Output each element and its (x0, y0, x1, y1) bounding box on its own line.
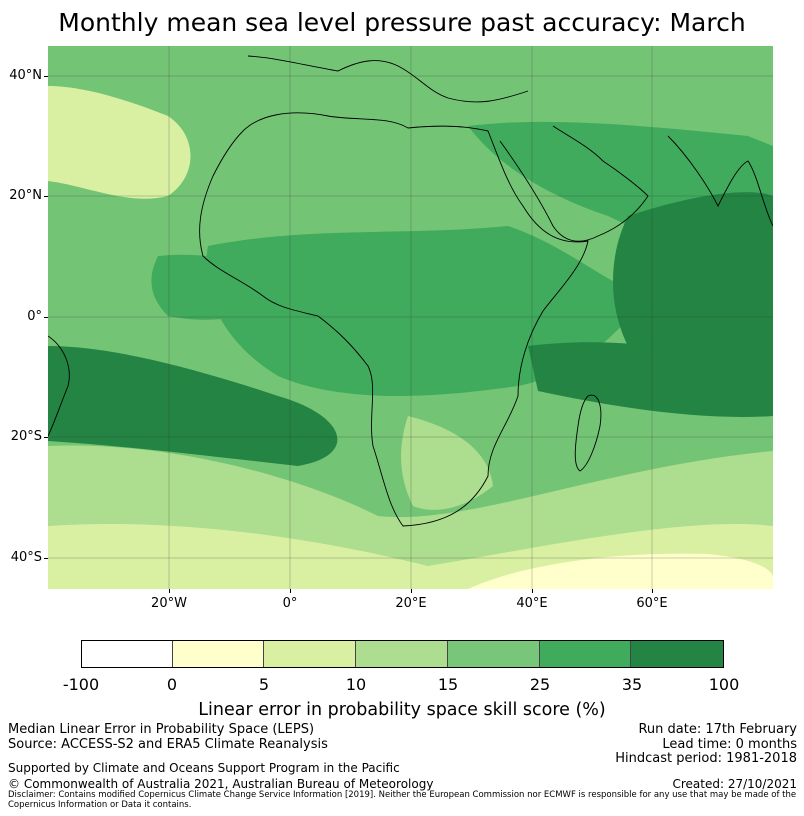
colorbar-tick-label: 15 (437, 675, 459, 694)
region-lowest-south (468, 553, 773, 589)
hindcast-period: Hindcast period: 1981-2018 (615, 751, 797, 766)
coastline (48, 55, 773, 527)
support-note: Supported by Climate and Oceans Support … (8, 761, 400, 775)
gridlines (48, 46, 773, 589)
colorbar-tick-label: 25 (529, 675, 551, 694)
colorbar-tick-label: 5 (258, 675, 270, 694)
europe-coastline (247, 55, 529, 103)
copyright-note: © Commonwealth of Australia 2021, Austra… (8, 777, 434, 791)
lat-tick (44, 76, 48, 77)
colorbar-swatch (172, 641, 265, 667)
colorbar-tick-label: -100 (62, 675, 100, 694)
colorbar-swatch (539, 641, 632, 667)
arabian-peninsula-coastline (499, 125, 649, 242)
lon-label-0: 0° (282, 596, 298, 611)
lon-tick (532, 589, 533, 593)
colorbar-tick-label: 10 (345, 675, 367, 694)
lat-label-20s: 20°S (10, 429, 42, 444)
lat-tick (44, 196, 48, 197)
lat-label-20n: 20°N (9, 188, 42, 203)
colorbar-tick-label: 35 (621, 675, 643, 694)
data-source: Source: ACCESS-S2 and ERA5 Climate Reana… (8, 737, 328, 752)
region-low-southeast (401, 416, 493, 510)
region-high-indian-south (528, 342, 773, 417)
lat-tick (44, 558, 48, 559)
africa-coastline (199, 112, 589, 527)
south-america-coastline (48, 335, 70, 437)
colorbar-swatch (356, 641, 448, 667)
leps-description: Median Linear Error in Probability Space… (8, 722, 315, 737)
map-title: Monthly mean sea level pressure past acc… (58, 8, 746, 37)
lon-tick (411, 589, 412, 593)
region-high-atlantic (48, 346, 338, 466)
skill-map[interactable] (48, 46, 773, 589)
created-date: Created: 27/10/2021 (672, 777, 797, 791)
colorbar-swatch (631, 641, 724, 667)
region-high-west-africa (151, 254, 288, 320)
lon-label-20w: 20°W (151, 596, 187, 611)
lon-tick (290, 589, 291, 593)
lon-tick (169, 589, 170, 593)
india-coastline (667, 135, 773, 227)
lon-label-20e: 20°E (395, 596, 427, 611)
lon-label-40e: 40°E (516, 596, 548, 611)
lat-tick (44, 317, 48, 318)
lon-tick (652, 589, 653, 593)
madagascar-coastline (574, 394, 602, 472)
run-date: Run date: 17th February (638, 722, 797, 737)
lat-tick (44, 437, 48, 438)
colorbar-tick-label: 100 (708, 675, 740, 694)
colorbar (81, 640, 724, 668)
lat-label-0: 0° (27, 309, 42, 324)
colorbar-tick-label: 0 (166, 675, 178, 694)
colorbar-swatch (447, 641, 540, 667)
colorbar-swatch (264, 641, 357, 667)
lat-label-40s: 40°S (10, 550, 42, 565)
lead-time: Lead time: 0 months (662, 737, 797, 752)
region-low-north-atlantic (48, 86, 191, 199)
colorbar-title: Linear error in probability space skill … (198, 700, 606, 720)
disclaimer: Disclaimer: Contains modified Copernicus… (8, 790, 797, 810)
lat-label-40n: 40°N (9, 68, 42, 83)
lon-label-60e: 60°E (636, 596, 668, 611)
region-high-indian-ocean (613, 192, 773, 396)
colorbar-swatch (82, 641, 173, 667)
map-layer (48, 46, 773, 589)
